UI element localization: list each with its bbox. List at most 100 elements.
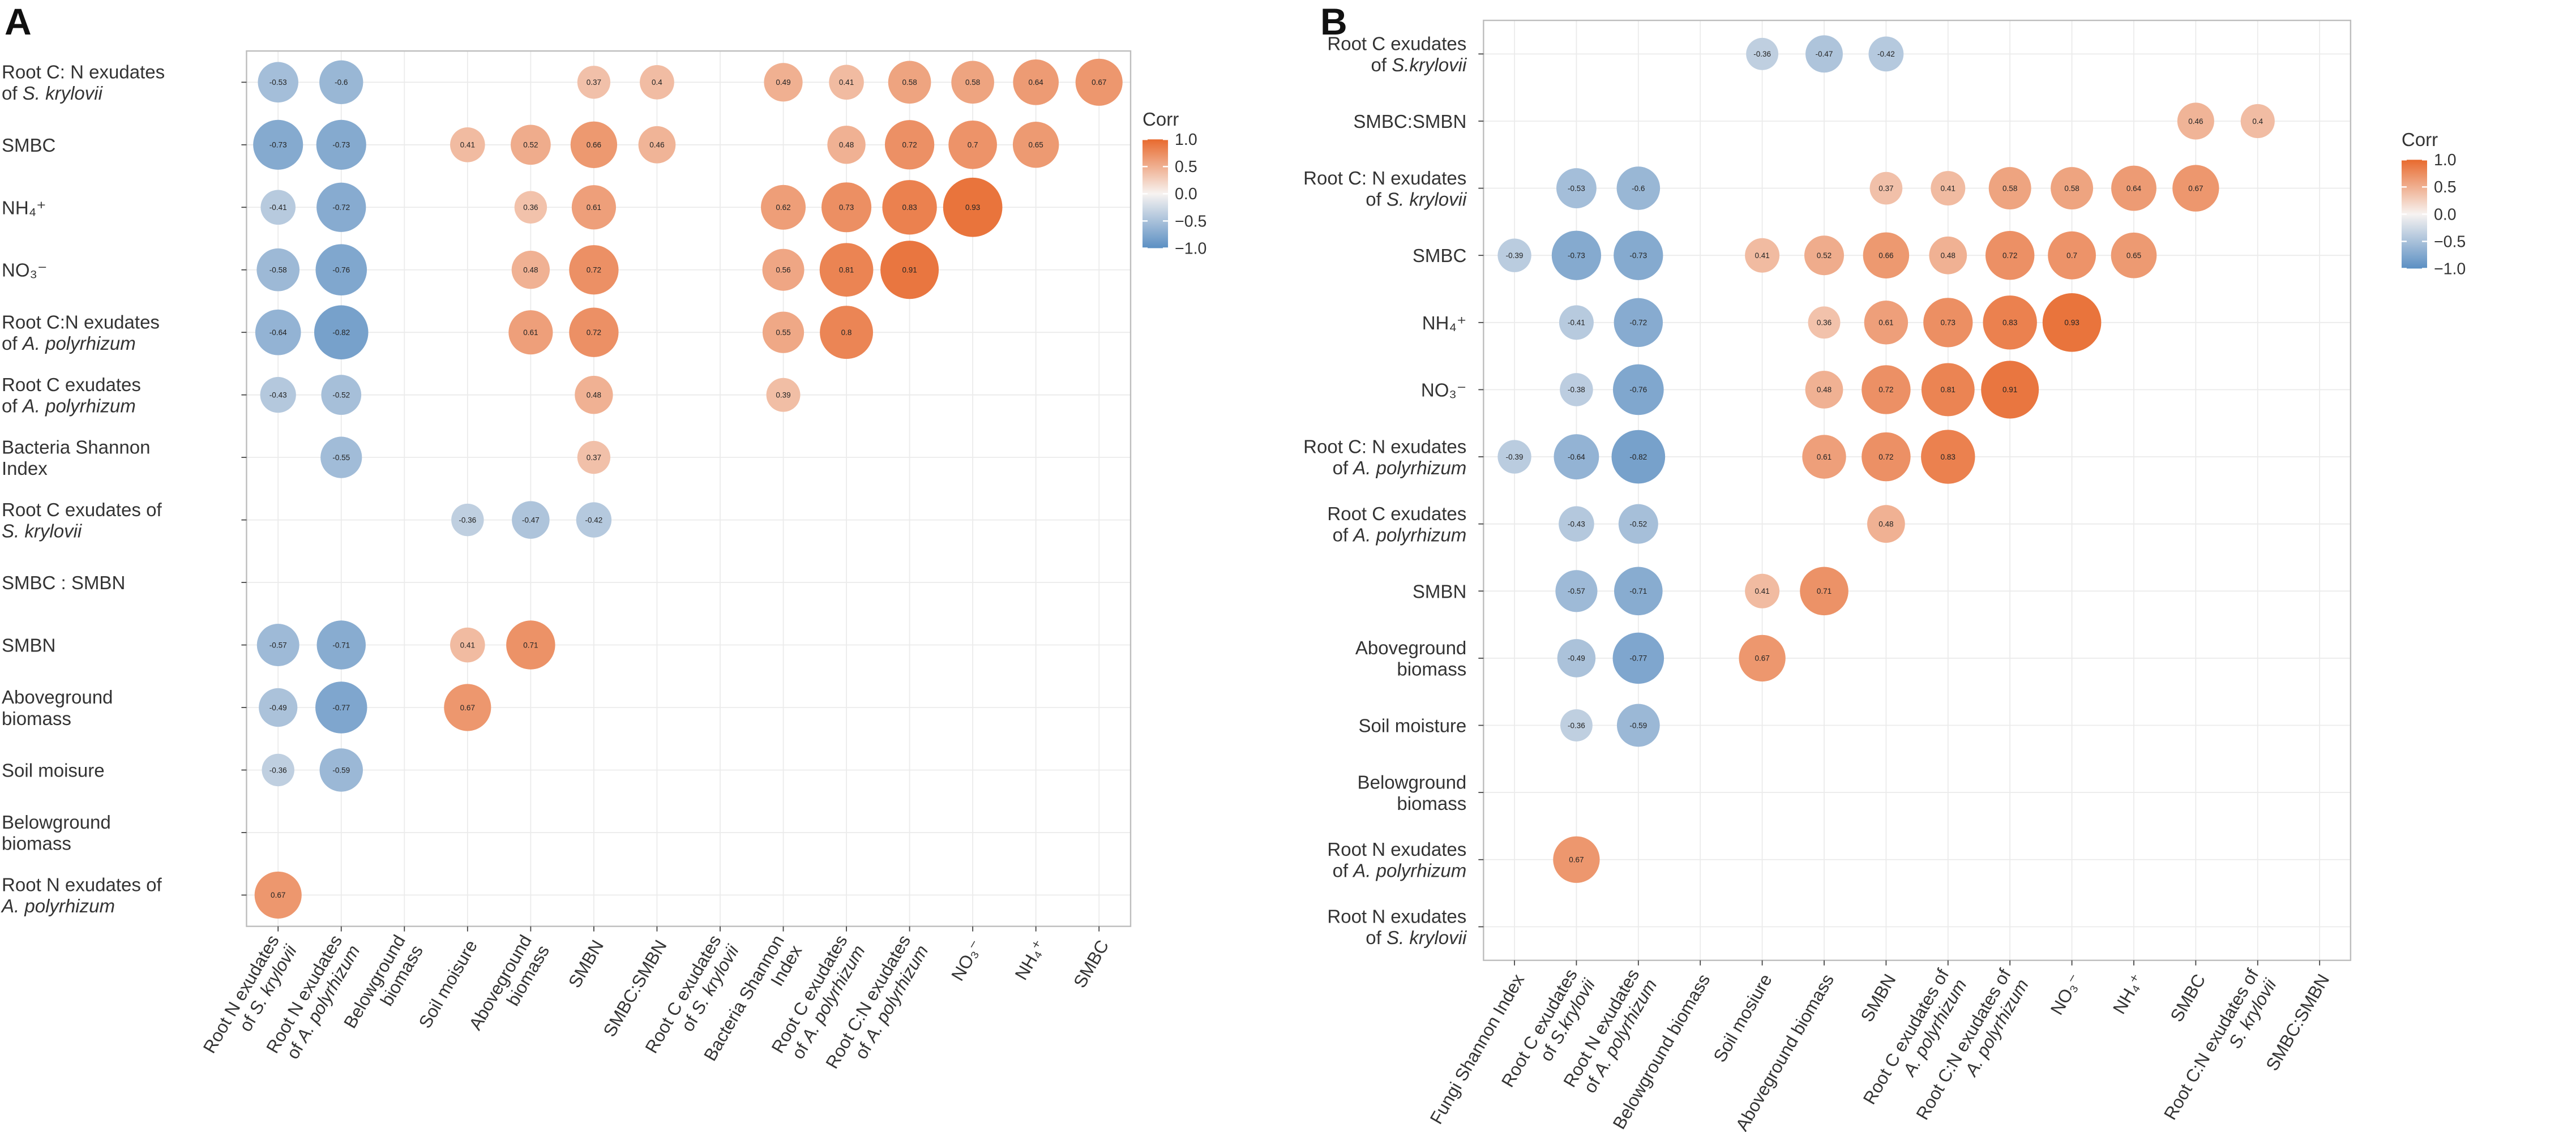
corr-value-label: -0.6 bbox=[335, 78, 348, 87]
corr-value-label: 0.41 bbox=[839, 78, 854, 87]
row-label-root-c-n-exudates-of-s-krylovii: Root C: N exudates of S. krylovii bbox=[2, 62, 165, 104]
legend-tick-label: −1.0 bbox=[1175, 239, 1206, 258]
corr-value-label: -0.36 bbox=[269, 766, 287, 774]
row-label-root-c-exudates-of-a-polyrhizum: Root C exudates of A. polyrhizum bbox=[2, 374, 141, 417]
corr-circle bbox=[1921, 363, 1975, 417]
corr-value-label: 0.58 bbox=[2002, 184, 2017, 192]
corr-circle bbox=[1611, 430, 1666, 484]
row-label-smbc: SMBC bbox=[1413, 245, 1466, 266]
corr-circle bbox=[1808, 306, 1841, 339]
corr-value-label: -0.64 bbox=[1568, 453, 1585, 461]
corr-circle bbox=[577, 440, 611, 474]
corr-value-label: 0.55 bbox=[776, 328, 790, 337]
row-label-smbn: SMBN bbox=[1413, 581, 1466, 602]
corr-circle bbox=[511, 251, 550, 289]
corr-circle bbox=[1614, 567, 1663, 616]
corr-circle bbox=[1012, 122, 1059, 168]
corr-value-label: 0.72 bbox=[1878, 385, 1893, 394]
corr-circle bbox=[762, 248, 805, 291]
corr-value-label: 0.83 bbox=[2002, 319, 2017, 327]
corr-circle bbox=[1931, 171, 1966, 206]
corr-value-label: 0.67 bbox=[1092, 78, 1106, 87]
legend-tick-label: −0.5 bbox=[2434, 233, 2466, 251]
plot-border bbox=[1483, 19, 2352, 961]
corr-value-label: -0.59 bbox=[1629, 721, 1647, 730]
corr-circle bbox=[259, 688, 298, 727]
corr-value-label: 0.37 bbox=[1878, 184, 1893, 192]
corr-value-label: -0.55 bbox=[332, 453, 350, 462]
corr-value-label: -0.57 bbox=[269, 641, 287, 649]
corr-circle bbox=[943, 177, 1003, 237]
row-label-root-c-exudates-of-s-krylovii: Root C exudates of S. krylovii bbox=[2, 499, 162, 542]
corr-circle bbox=[2042, 293, 2102, 352]
row-label-aboveground-biomass: Aboveground biomass bbox=[1355, 637, 1466, 680]
corr-circle bbox=[819, 243, 874, 297]
corr-circle bbox=[1612, 364, 1664, 415]
corr-circle bbox=[260, 377, 296, 413]
row-label-root-c-n-exudates-of-a-polyrhizum: Root C:N exudates of A. polyrhizum bbox=[2, 311, 160, 354]
corr-value-label: -0.73 bbox=[332, 141, 350, 149]
corr-value-label: 0.48 bbox=[839, 141, 854, 149]
corr-value-label: 0.66 bbox=[1878, 251, 1893, 260]
row-label-soil-moisure: Soil moisure bbox=[2, 760, 105, 781]
corr-value-label: 0.41 bbox=[1755, 587, 1769, 595]
corr-circle bbox=[1868, 36, 1904, 72]
corr-value-label: -0.49 bbox=[1568, 654, 1585, 663]
corr-value-label: 0.58 bbox=[2064, 184, 2079, 192]
legend-title: Corr bbox=[1142, 109, 1179, 130]
corr-value-label: -0.36 bbox=[459, 516, 476, 524]
corr-circle bbox=[1869, 171, 1903, 205]
corr-value-label: -0.47 bbox=[1816, 50, 1833, 58]
corr-circle bbox=[638, 126, 676, 164]
corr-circle bbox=[316, 119, 366, 170]
corr-circle bbox=[2111, 232, 2157, 278]
corr-circle bbox=[1612, 632, 1664, 684]
corr-circle bbox=[254, 871, 302, 919]
corr-circle bbox=[571, 185, 616, 230]
corr-circle bbox=[948, 120, 997, 169]
corr-value-label: -0.77 bbox=[332, 704, 350, 712]
corr-value-label: 0.73 bbox=[1941, 319, 1955, 327]
legend-tick-label: 1.0 bbox=[2434, 151, 2457, 169]
corr-circle bbox=[1618, 504, 1658, 544]
corr-value-label: 0.61 bbox=[587, 203, 601, 212]
corr-circle bbox=[253, 119, 303, 170]
row-label-belowground-biomass: Belowground biomass bbox=[1358, 771, 1467, 814]
corr-value-label: -0.42 bbox=[585, 516, 603, 524]
corr-value-label: -0.64 bbox=[269, 328, 287, 337]
plot-border bbox=[246, 50, 1132, 927]
corr-circle bbox=[1746, 37, 1779, 70]
row-label-root-c-n-exudates-of-s-krylovii: Root C: N exudates of S. krylovii bbox=[1303, 168, 1467, 210]
corr-value-label: 0.67 bbox=[2188, 184, 2203, 192]
corr-value-label: -0.41 bbox=[269, 203, 287, 212]
corr-circle bbox=[512, 501, 550, 539]
corr-circle bbox=[2111, 165, 2156, 211]
corr-value-label: -0.39 bbox=[1506, 453, 1524, 461]
corr-value-label: 0.36 bbox=[523, 203, 538, 212]
legend-title: Corr bbox=[2402, 129, 2438, 150]
corr-value-label: 0.67 bbox=[271, 891, 285, 899]
row-label-smbc-smbn: SMBC:SMBN bbox=[1353, 111, 1466, 132]
corr-circle bbox=[820, 306, 874, 359]
corr-circle bbox=[829, 65, 864, 100]
column-label-nh: NH₄⁺ bbox=[1011, 936, 1050, 983]
corr-circle bbox=[1497, 238, 1531, 272]
corr-circle bbox=[640, 65, 674, 100]
corr-value-label: 0.64 bbox=[2126, 184, 2142, 192]
corr-value-label: 0.41 bbox=[1941, 184, 1955, 192]
corr-value-label: 0.93 bbox=[965, 203, 980, 212]
corr-circle bbox=[2240, 104, 2275, 139]
corr-value-label: 0.67 bbox=[1755, 654, 1769, 663]
corr-value-label: 0.73 bbox=[839, 203, 854, 212]
corr-circle bbox=[256, 248, 300, 291]
corr-value-label: -0.43 bbox=[1568, 520, 1585, 528]
corr-circle bbox=[1804, 235, 1845, 276]
corr-circle bbox=[1802, 435, 1846, 479]
corr-value-label: 0.58 bbox=[965, 78, 980, 87]
legend-tick-label: 0.0 bbox=[1175, 185, 1197, 203]
corr-value-label: 0.72 bbox=[1878, 453, 1893, 461]
corr-value-label: 0.48 bbox=[587, 391, 601, 399]
corr-circle bbox=[570, 121, 618, 168]
corr-circle bbox=[1988, 167, 2031, 210]
row-label-root-c-exudates-of-a-polyrhizum: Root C exudates of A. polyrhizum bbox=[1327, 503, 1466, 546]
